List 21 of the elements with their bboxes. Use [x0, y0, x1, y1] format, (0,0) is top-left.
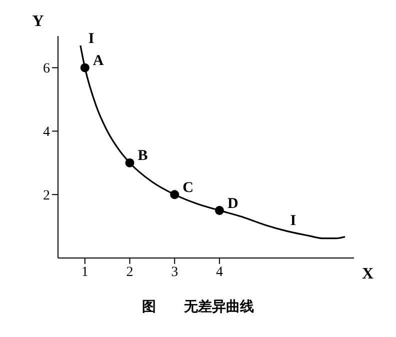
annotation: C — [182, 180, 194, 196]
x-tick-label: 1 — [81, 264, 88, 280]
annotation: D — [227, 196, 238, 212]
annotation: I — [290, 213, 296, 230]
point — [125, 158, 134, 168]
x-tick-label: 3 — [171, 264, 178, 280]
y-tick-label: 6 — [43, 62, 50, 77]
annotation: B — [138, 148, 148, 164]
annotation: A — [92, 53, 104, 70]
text: 图 无差异曲线 — [141, 298, 255, 316]
point — [170, 190, 180, 200]
y-tick-label: 4 — [43, 125, 50, 140]
x-tick-label: 2 — [126, 264, 134, 280]
point — [80, 63, 90, 72]
x-tick-label: 4 — [216, 264, 223, 280]
y-axis-title: Y — [32, 13, 44, 30]
line-series — [80, 44, 346, 240]
x-axis-title: X — [362, 266, 374, 283]
point — [214, 206, 224, 215]
y-tick-label: 2 — [43, 188, 50, 204]
annotation: I — [88, 30, 94, 47]
